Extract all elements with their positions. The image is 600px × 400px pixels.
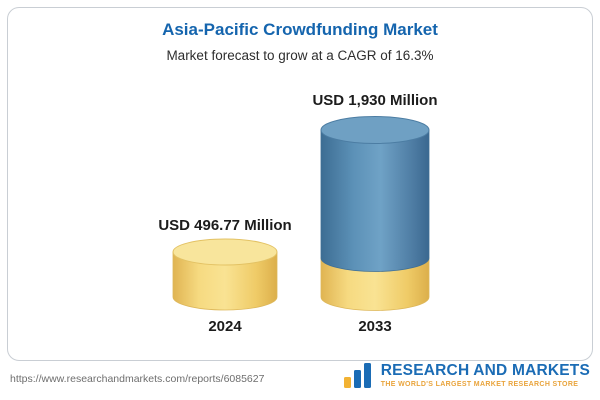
source-url: https://www.researchandmarkets.com/repor…: [10, 373, 265, 385]
value-label-2033: USD 1,930 Million: [312, 92, 438, 109]
chart-card: [7, 7, 593, 361]
brand-name: RESEARCH AND MARKETS: [380, 361, 590, 379]
value-label-2024: USD 496.77 Million: [158, 217, 292, 234]
brand-logo-icon: [343, 363, 371, 388]
chart-title: Asia-Pacific Crowdfunding Market: [162, 20, 438, 39]
bar-2033-body: [320, 129, 430, 272]
bar-2024: [172, 238, 278, 311]
bar-2033: [320, 116, 430, 311]
bar-2024-top: [172, 238, 278, 266]
category-label-2033: 2033: [358, 318, 392, 335]
category-label-2024: 2024: [208, 318, 242, 335]
chart-subtitle: Market forecast to grow at a CAGR of 16.…: [166, 48, 434, 63]
brand-text-block: RESEARCH AND MARKETS THE WORLD'S LARGEST…: [381, 362, 590, 388]
bar-2033-top: [320, 116, 430, 144]
brand-tagline: THE WORLD'S LARGEST MARKET RESEARCH STOR…: [380, 381, 579, 389]
bar-2033-base-segment: [320, 257, 430, 311]
bar-2024-body: [172, 251, 278, 311]
brand-logo: RESEARCH AND MARKETS THE WORLD'S LARGEST…: [343, 360, 590, 390]
